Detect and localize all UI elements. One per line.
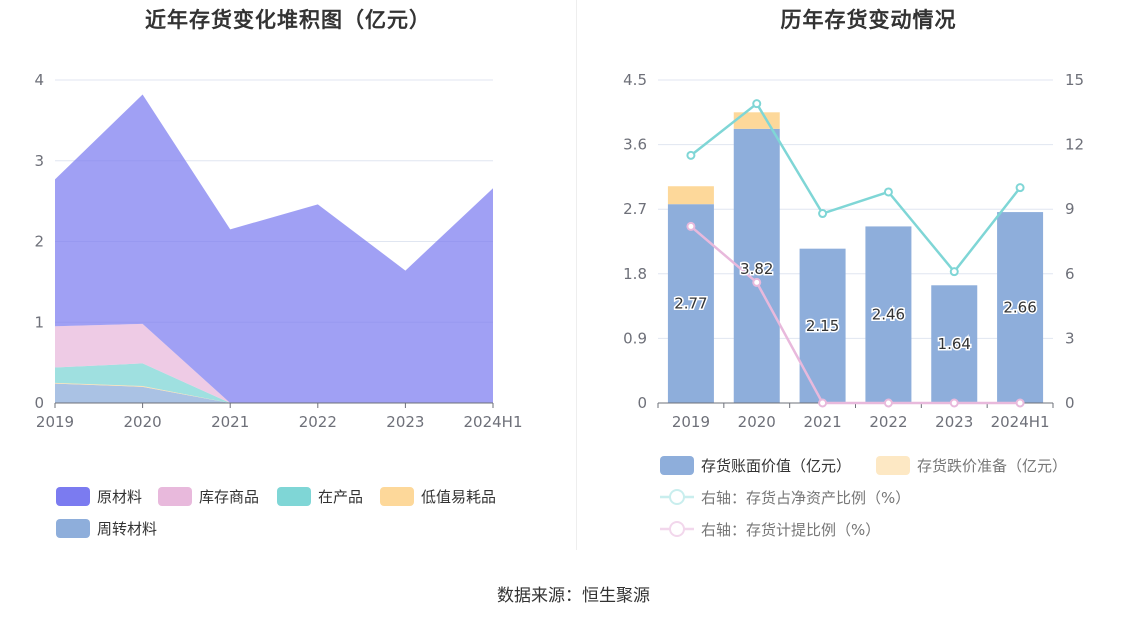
legend-label: 存货跌价准备（亿元） [917, 457, 1067, 475]
y-tick-label: 0 [34, 394, 44, 412]
bar-value-label: 2.66 [1003, 299, 1036, 317]
legend-swatch [876, 456, 910, 475]
legend-label: 低值易耗品 [421, 488, 496, 506]
area-在产品 [55, 363, 493, 403]
bar-book-value [667, 204, 714, 403]
area-低值易耗品 [55, 382, 493, 403]
y2-tick-label: 12 [1065, 136, 1084, 154]
ratio-point [949, 267, 959, 277]
y-tick-label: 2.7 [623, 200, 647, 218]
legend-label: 库存商品 [199, 488, 259, 506]
stacked-area-chart: 0 1 2 3 4 2019 2020 2021 2022 2023 2024H1 原材料 库存商品 在产… [34, 71, 523, 538]
bar-book-value [997, 212, 1044, 403]
x-tick-label: 2023 [386, 413, 424, 431]
y-tick-label: 4.5 [623, 71, 647, 89]
y-tick-label: 3 [34, 152, 44, 170]
legend-label: 周转材料 [97, 520, 157, 538]
accrual-point [883, 398, 893, 408]
area-库存商品 [55, 323, 493, 403]
accrual-point [752, 277, 762, 287]
x-tick-label: 2024H1 [464, 413, 523, 431]
legend-swatch [660, 456, 694, 475]
left-chart-title: 近年存货变化堆积图（亿元） [145, 8, 431, 32]
data-source: 数据来源：恒生聚源 [497, 586, 650, 606]
bar-provision [667, 186, 714, 205]
legend-swatch [158, 487, 192, 506]
legend-swatch [56, 487, 90, 506]
bar-value-label: 2.15 [806, 317, 839, 335]
legend-swatch [277, 487, 311, 506]
ratio-line [690, 101, 1022, 274]
x-tick-label: 2019 [672, 413, 710, 431]
ratio-point [752, 99, 762, 109]
y-tick-label: 3.6 [623, 136, 647, 154]
x-tick-label: 2022 [869, 413, 907, 431]
right-chart-title: 历年存货变动情况 [780, 8, 957, 32]
y2-tick-label: 0 [1065, 394, 1075, 412]
legend-label: 原材料 [97, 488, 142, 506]
bar-value-label: 1.64 [938, 335, 971, 353]
y-tick-label: 2 [34, 233, 44, 251]
bar-value-label: 3.82 [740, 260, 773, 278]
legend-marker [669, 489, 685, 505]
x-tick-label: 2023 [935, 413, 973, 431]
accrual-point [949, 398, 959, 408]
y-tick-label: 0.9 [623, 329, 647, 347]
legend-label: 右轴：存货计提比例（%） [701, 521, 880, 539]
x-tick-label: 2019 [36, 413, 74, 431]
y2-tick-label: 6 [1065, 265, 1075, 283]
area-原材料 [55, 94, 493, 403]
bar-value-label: 2.77 [674, 295, 707, 313]
legend-marker [669, 521, 685, 537]
legend-label: 右轴：存货占净资产比例（%） [701, 489, 910, 507]
ratio-point [686, 150, 696, 160]
x-tick-label: 2020 [738, 413, 776, 431]
ratio-point [818, 209, 828, 219]
accrual-line [690, 225, 1021, 405]
area-周转材料 [55, 383, 493, 403]
bar-value-label: 2.46 [872, 306, 905, 324]
legend-swatch [56, 519, 90, 538]
accrual-point [686, 221, 696, 231]
y-tick-label: 1 [34, 313, 44, 331]
legend-swatch [380, 487, 414, 506]
accrual-point [818, 398, 828, 408]
bar-book-value [931, 285, 978, 403]
x-tick-label: 2022 [299, 413, 337, 431]
y2-tick-label: 3 [1065, 329, 1075, 347]
x-tick-label: 2021 [211, 413, 249, 431]
legend-label: 存货账面价值（亿元） [701, 457, 851, 475]
bar-book-value [865, 226, 912, 403]
bar-book-value [733, 128, 780, 403]
y2-tick-label: 15 [1065, 71, 1084, 89]
x-tick-label: 2024H1 [991, 413, 1050, 431]
bar-line-chart: 0 0.9 1.8 2.7 3.6 4.5 0 3 6 9 12 15 2019 2020 2021 2022… [623, 71, 1084, 539]
panel-divider [576, 0, 577, 550]
x-tick-label: 2020 [124, 413, 162, 431]
y-tick-label: 0 [637, 394, 647, 412]
legend-label: 在产品 [318, 488, 363, 506]
ratio-point [883, 187, 893, 197]
y-tick-label: 4 [34, 71, 44, 89]
accrual-point [1015, 398, 1025, 408]
x-tick-label: 2021 [803, 413, 841, 431]
ratio-point [1015, 183, 1025, 193]
y2-tick-label: 9 [1065, 200, 1075, 218]
y-tick-label: 1.8 [623, 265, 647, 283]
